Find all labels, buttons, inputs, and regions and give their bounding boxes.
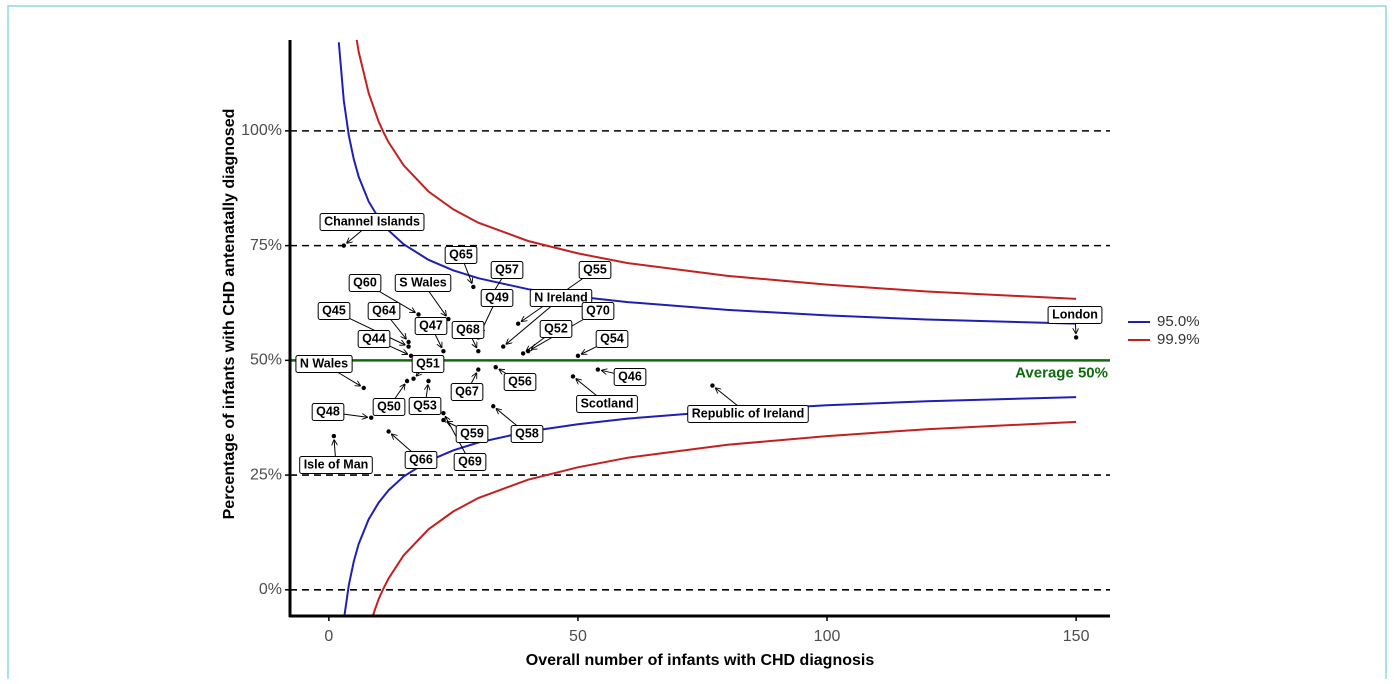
point-label: Q55 xyxy=(583,262,607,276)
legend-label: 95.0% xyxy=(1157,313,1200,330)
label-arrow xyxy=(391,320,406,339)
label-arrow xyxy=(582,347,597,354)
data-point xyxy=(441,418,445,422)
point-label: Q56 xyxy=(508,374,532,388)
data-point xyxy=(471,285,475,289)
x-axis-title: Overall number of infants with CHD diagn… xyxy=(526,652,875,669)
data-point xyxy=(426,379,430,383)
data-point xyxy=(501,344,505,348)
y-tick-label: 75% xyxy=(250,237,282,254)
point-label: Q53 xyxy=(413,398,437,412)
control-limit-lower xyxy=(339,397,1076,678)
data-point xyxy=(596,367,600,371)
data-point xyxy=(576,354,580,358)
label-arrow xyxy=(426,385,428,398)
point-label: Q67 xyxy=(455,384,479,398)
point-label: Channel Islands xyxy=(324,214,420,228)
point-label: Q57 xyxy=(495,262,519,276)
point-label: Q51 xyxy=(416,356,440,370)
y-tick-label: 100% xyxy=(241,122,282,139)
point-label: Q70 xyxy=(586,303,610,317)
label-arrow xyxy=(716,388,738,405)
y-tick-label: 50% xyxy=(250,352,282,369)
data-point xyxy=(476,367,480,371)
label-arrow xyxy=(471,373,476,383)
point-label: Q50 xyxy=(377,399,401,413)
data-point xyxy=(441,411,445,415)
label-arrow xyxy=(334,440,335,456)
point-label: Q64 xyxy=(372,303,396,317)
label-arrow xyxy=(496,409,516,426)
point-label: S Wales xyxy=(399,275,447,289)
point-label: Isle of Man xyxy=(304,457,369,471)
x-tick-label: 50 xyxy=(569,628,587,645)
data-point xyxy=(476,349,480,353)
data-point xyxy=(710,383,714,387)
data-point xyxy=(411,377,415,381)
point-label: Q66 xyxy=(409,452,433,466)
label-arrow xyxy=(416,373,419,376)
point-label: N Ireland xyxy=(534,290,588,304)
data-point xyxy=(405,379,409,383)
label-arrow xyxy=(499,369,506,373)
y-tick-label: 25% xyxy=(250,466,282,483)
label-arrow xyxy=(435,335,441,348)
label-arrow xyxy=(390,346,408,354)
label-arrow xyxy=(347,231,362,244)
data-point xyxy=(526,349,530,353)
point-label: Q47 xyxy=(419,318,443,332)
point-label: Q52 xyxy=(544,321,568,335)
data-point xyxy=(416,312,420,316)
data-point xyxy=(386,429,390,433)
label-arrow xyxy=(602,370,614,373)
point-label: Q54 xyxy=(600,331,624,345)
y-axis-title: Percentage of infants with CHD antenatal… xyxy=(221,109,238,520)
x-tick-label: 100 xyxy=(814,628,841,645)
point-label: Q58 xyxy=(515,426,539,440)
data-point xyxy=(406,340,410,344)
point-label: N Wales xyxy=(300,356,348,370)
point-label: Q44 xyxy=(362,331,386,345)
y-tick-label: 0% xyxy=(259,581,282,598)
label-arrow xyxy=(395,384,405,398)
point-label: Q48 xyxy=(316,404,340,418)
data-point xyxy=(362,386,366,390)
point-label: Q68 xyxy=(456,322,480,336)
data-point xyxy=(516,321,520,325)
point-label: Q59 xyxy=(460,426,484,440)
x-tick-label: 150 xyxy=(1063,628,1090,645)
point-label: Q60 xyxy=(353,275,377,289)
point-label: Q65 xyxy=(449,247,473,261)
data-point xyxy=(441,349,445,353)
label-arrow xyxy=(338,373,360,386)
data-point xyxy=(1074,335,1078,339)
data-point xyxy=(571,374,575,378)
label-arrow xyxy=(344,414,367,417)
legend-label: 99.9% xyxy=(1157,331,1200,348)
point-label: Q46 xyxy=(618,369,642,383)
point-label: Q69 xyxy=(458,454,482,468)
data-point xyxy=(491,404,495,408)
x-tick-label: 0 xyxy=(324,628,333,645)
label-arrow xyxy=(526,338,544,352)
data-point xyxy=(406,344,410,348)
data-point xyxy=(521,351,525,355)
data-point xyxy=(332,434,336,438)
label-arrow xyxy=(392,434,412,451)
point-label: Scotland xyxy=(581,396,634,410)
data-point xyxy=(369,416,373,420)
point-label: Q45 xyxy=(322,303,346,317)
label-arrow xyxy=(472,339,476,348)
label-arrow xyxy=(429,292,446,316)
label-arrow xyxy=(576,379,596,396)
data-point xyxy=(342,243,346,247)
average-label: Average 50% xyxy=(1015,364,1108,381)
point-label: London xyxy=(1052,307,1098,321)
point-label: Republic of Ireland xyxy=(692,406,805,420)
data-point xyxy=(494,365,498,369)
point-label: Q49 xyxy=(485,290,509,304)
